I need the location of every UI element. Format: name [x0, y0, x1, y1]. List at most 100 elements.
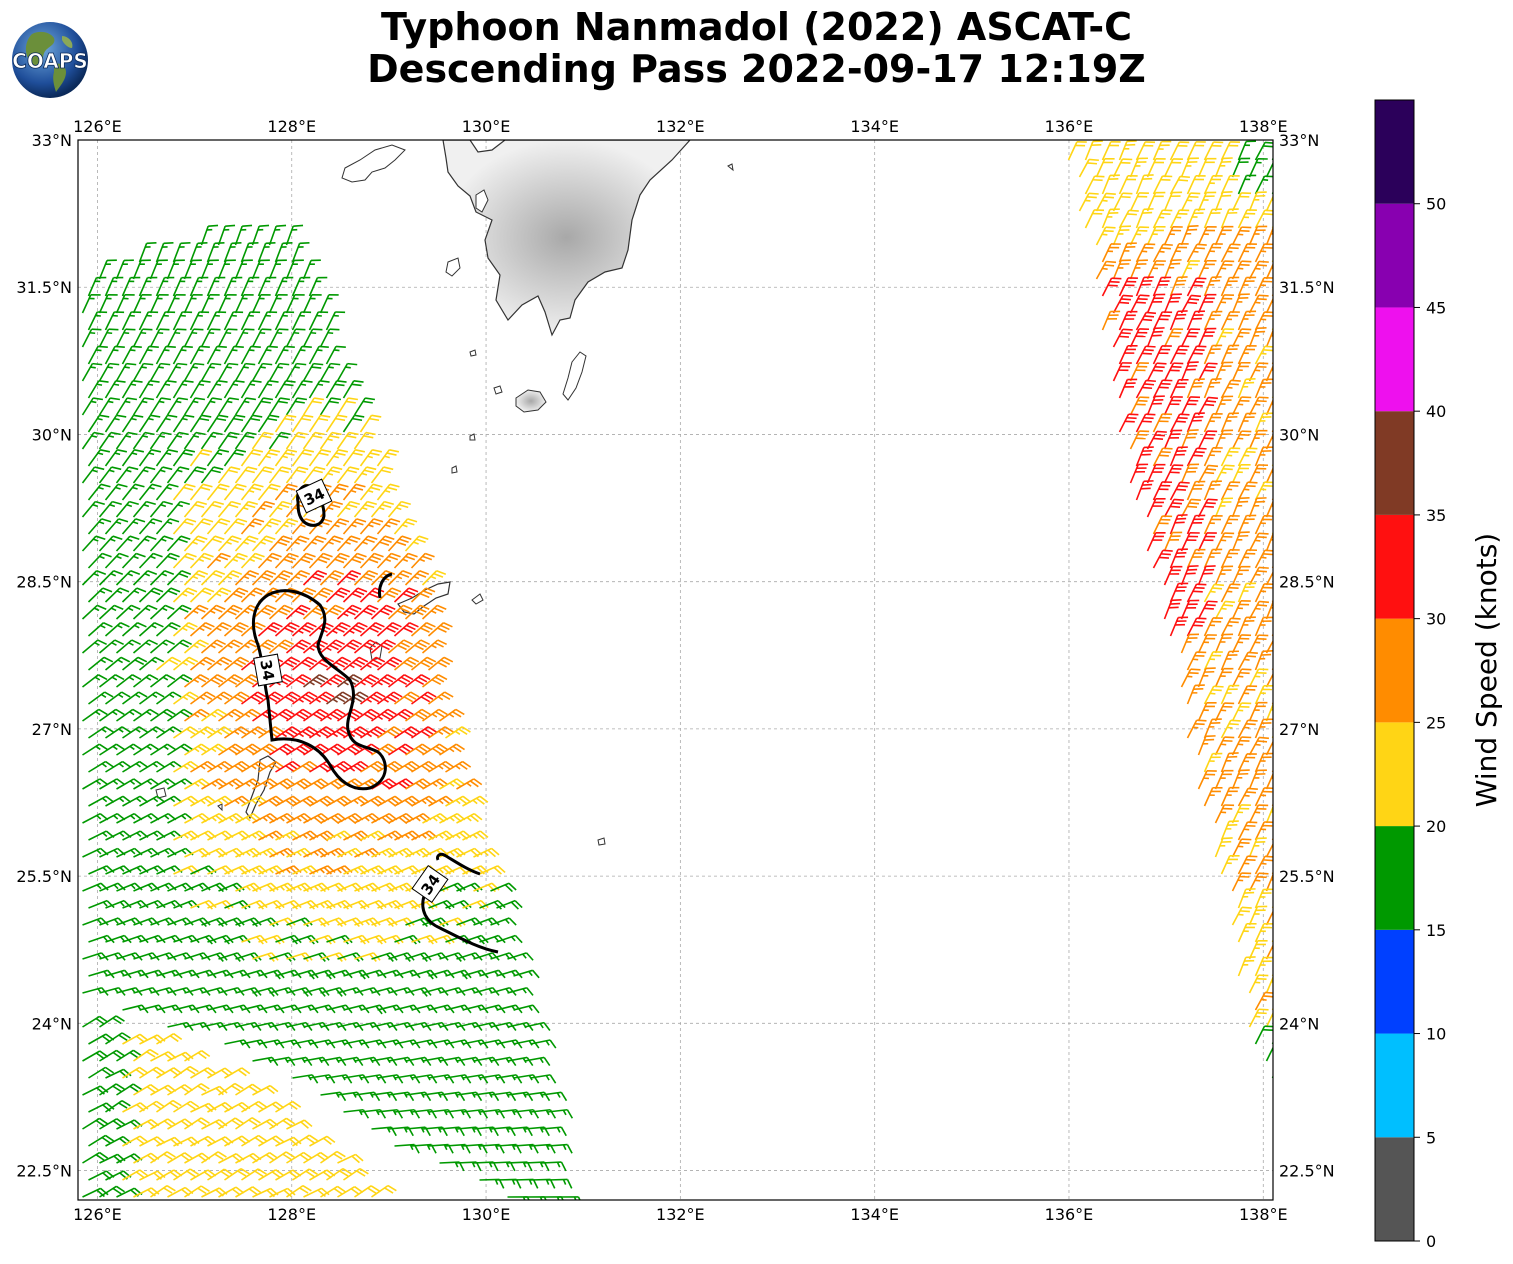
wind-barb [1186, 243, 1207, 263]
wind-barb [1214, 260, 1235, 280]
wind-barb [1169, 209, 1190, 229]
wind-barb [376, 449, 400, 467]
wind-barb [234, 294, 254, 314]
wind-barb [309, 691, 335, 705]
wind-barb [1112, 294, 1133, 314]
wind-barb [1220, 583, 1241, 603]
wind-barb [87, 518, 112, 535]
logo-text: COAPS [12, 49, 88, 73]
wind-barb [286, 674, 312, 688]
wind-barb [359, 414, 382, 433]
wind-barb [1237, 582, 1257, 603]
lon-tick-label-bottom: 130°E [462, 1205, 511, 1224]
wind-barb [155, 656, 182, 671]
wind-barb [268, 294, 288, 314]
wind-barb [1084, 140, 1103, 161]
daito-island [597, 837, 606, 846]
wind-barb [1118, 140, 1137, 161]
wind-barb [1203, 208, 1222, 229]
wind-barb [1180, 599, 1200, 620]
wind-barb [370, 604, 396, 620]
wind-barb [234, 431, 257, 450]
wind-barb [1271, 175, 1273, 195]
wind-barb [1169, 616, 1189, 637]
wind-barb [1135, 379, 1156, 399]
wind-barb [308, 311, 329, 331]
wind-barb [155, 276, 175, 297]
wind-barb [1254, 277, 1273, 297]
wind-barb [1186, 310, 1205, 331]
wind-barb [1169, 310, 1188, 331]
wind-barb [1220, 175, 1240, 195]
colorbar-bin [1375, 203, 1414, 308]
wind-barb [138, 656, 165, 671]
wind-barb [217, 500, 241, 518]
wind-barb [1203, 310, 1223, 331]
wind-barb [285, 224, 304, 246]
wind-barb [302, 535, 327, 552]
wind-barb [166, 362, 188, 382]
wind-barb [1214, 395, 1234, 416]
wind-barb [149, 604, 175, 620]
coaps-globe-logo-icon: COAPS [12, 22, 88, 98]
wind-barb [275, 691, 301, 705]
wind-barb [200, 397, 223, 416]
wind-barb [1271, 957, 1273, 977]
colorbar-bin [1375, 1137, 1414, 1241]
wind-barb [1152, 413, 1173, 433]
wind-barb [251, 397, 274, 416]
wind-barb [268, 362, 290, 382]
wind-barb [336, 535, 361, 552]
wind-barb [325, 414, 348, 433]
wind-barb [308, 380, 330, 399]
wind-barb [285, 362, 307, 382]
wind-barb [121, 380, 143, 399]
wind-barb [325, 345, 346, 365]
wind-barb [410, 587, 436, 603]
wind-barb [104, 345, 125, 365]
wind-barb [268, 431, 291, 450]
wind-barb [353, 604, 379, 620]
wind-barb [1135, 311, 1157, 331]
wind-barb [1231, 430, 1252, 450]
wind-barb [285, 466, 309, 484]
wind-barb [172, 241, 191, 263]
wind-barb [149, 500, 173, 518]
wind-barb [1254, 583, 1273, 603]
wind-barb [132, 294, 152, 314]
wind-barb [370, 639, 396, 654]
wind-barb [387, 604, 413, 620]
wind-barb [1197, 634, 1217, 654]
wind-barb [121, 621, 147, 637]
wind-barb [87, 483, 111, 501]
wind-barb [1180, 225, 1199, 246]
wind-barb [251, 294, 271, 314]
wind-barb [1220, 447, 1241, 467]
wind-barb [1231, 293, 1250, 314]
wind-barb [1237, 514, 1257, 535]
wind-barb [274, 621, 300, 637]
wind-barb [149, 328, 170, 348]
wind-barb [223, 483, 247, 501]
wind-barb [268, 259, 287, 280]
wind-barb [218, 674, 244, 688]
wind-barb [189, 345, 210, 365]
wind-barb [1152, 243, 1173, 263]
wind-barb [1237, 345, 1257, 365]
wind-barb [223, 311, 244, 331]
wind-barb [189, 311, 210, 331]
wind-barb [1214, 225, 1234, 246]
wind-barb [166, 294, 186, 314]
wind-barb [98, 535, 123, 552]
lon-tick-label-bottom: 138°E [1239, 1205, 1288, 1224]
wind-barb [87, 276, 107, 297]
wind-barb [1203, 447, 1223, 467]
wind-barb [1146, 497, 1166, 518]
wind-barb [251, 431, 274, 450]
wind-barb [251, 259, 270, 280]
wind-barb [325, 311, 346, 331]
wind-barb [1248, 497, 1267, 518]
wind-barb [217, 604, 243, 620]
wind-barb [1135, 243, 1156, 263]
wind-barb [155, 345, 176, 365]
